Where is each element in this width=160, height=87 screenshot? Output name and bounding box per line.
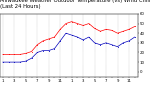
Text: Milwaukee Weather Outdoor Temperature (vs) Wind Chill (Last 24 Hours): Milwaukee Weather Outdoor Temperature (v…	[0, 0, 150, 9]
